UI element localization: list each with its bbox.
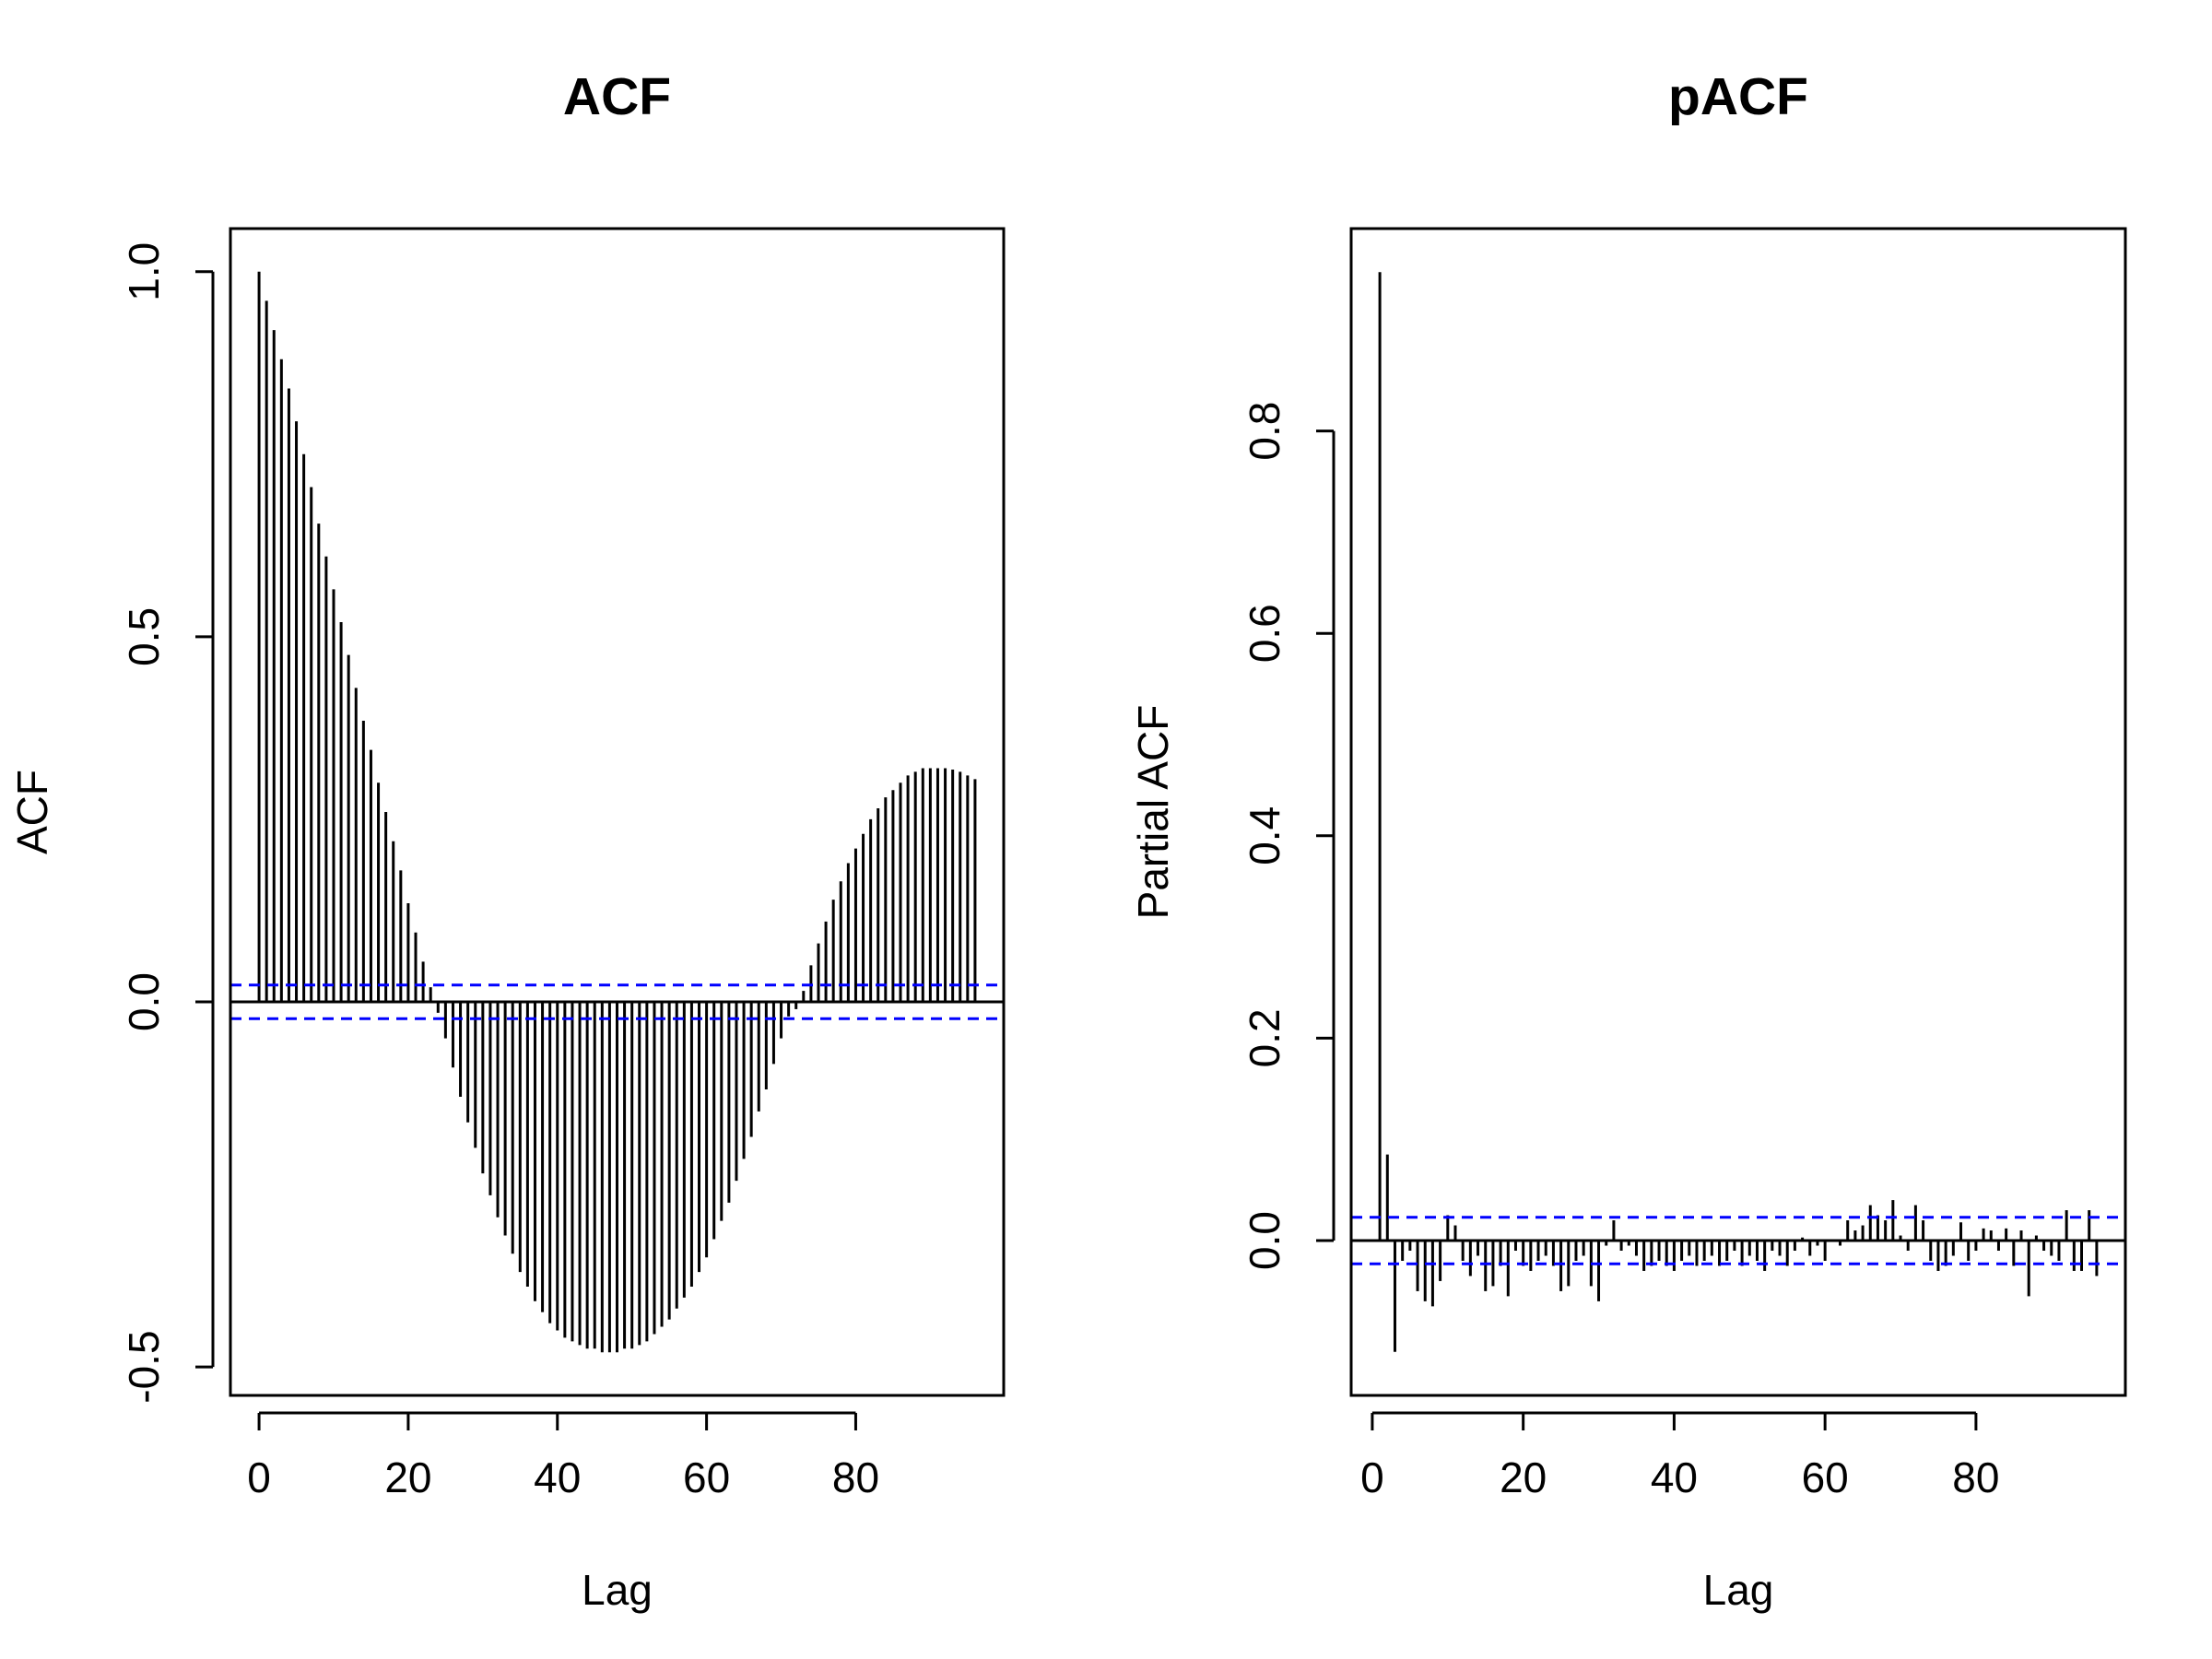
chart-title: pACF (1668, 67, 1808, 126)
y-axis-label: ACF (8, 770, 56, 854)
y-tick-label: 0.0 (120, 972, 168, 1031)
y-tick-label: 0.5 (120, 607, 168, 666)
y-tick-label: 0.6 (1241, 604, 1288, 663)
x-axis-label: Lag (1703, 1566, 1774, 1614)
y-tick-label: 1.0 (120, 242, 168, 301)
x-tick-label: 40 (1651, 1453, 1698, 1501)
x-tick-label: 60 (1802, 1453, 1849, 1501)
plot-frame (229, 227, 1006, 1397)
y-tick-label: 0.2 (1241, 1008, 1288, 1067)
y-tick-label: -0.5 (120, 1330, 168, 1403)
x-tick-label: 40 (534, 1453, 581, 1501)
x-tick-label: 0 (247, 1453, 271, 1501)
y-tick-label: 0.8 (1241, 402, 1288, 461)
x-axis-label: Lag (582, 1566, 653, 1614)
x-tick-label: 20 (1500, 1453, 1547, 1501)
x-tick-label: 80 (1952, 1453, 1999, 1501)
x-tick-label: 20 (384, 1453, 431, 1501)
y-tick-label: 0.0 (1241, 1211, 1288, 1270)
x-tick-label: 0 (1360, 1453, 1384, 1501)
x-tick-label: 60 (683, 1453, 730, 1501)
x-tick-label: 80 (832, 1453, 879, 1501)
plot-frame (1349, 227, 2127, 1397)
y-tick-label: 0.4 (1241, 806, 1288, 865)
chart-title: ACF (563, 67, 671, 126)
y-axis-label: Partial ACF (1129, 705, 1177, 920)
